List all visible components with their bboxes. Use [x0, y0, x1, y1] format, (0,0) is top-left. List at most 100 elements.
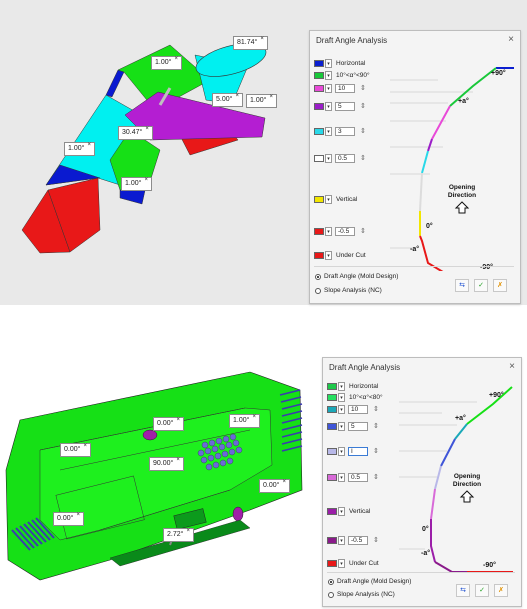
mode-radio-draft[interactable]: Draft Angle (Mold Design): [328, 578, 411, 585]
angle-callout[interactable]: 2.72° ×: [163, 528, 194, 542]
angle-callout[interactable]: 30.47° ×: [118, 126, 153, 140]
color-swatch[interactable]: [314, 85, 324, 92]
color-swatch[interactable]: [327, 537, 337, 544]
color-swatch[interactable]: [314, 128, 324, 135]
close-icon[interactable]: ×: [282, 479, 286, 485]
spinner-icon[interactable]: ⇕: [373, 406, 379, 413]
radio-dot[interactable]: [328, 578, 334, 585]
close-icon[interactable]: ×: [176, 417, 180, 423]
color-swatch[interactable]: [327, 448, 337, 455]
spinner-icon[interactable]: ⇕: [360, 103, 366, 110]
color-swatch[interactable]: [314, 103, 324, 110]
color-swatch[interactable]: [327, 423, 337, 430]
close-icon[interactable]: ×: [269, 94, 273, 100]
spinner-icon[interactable]: ⇕: [360, 128, 366, 135]
close-icon[interactable]: ×: [186, 528, 190, 534]
chevron-down-icon[interactable]: ▾: [338, 447, 345, 456]
close-icon[interactable]: ×: [83, 443, 87, 449]
color-swatch[interactable]: [314, 196, 324, 203]
chevron-down-icon[interactable]: ▾: [325, 227, 332, 236]
close-icon[interactable]: ×: [176, 457, 180, 463]
chevron-down-icon[interactable]: ▾: [338, 382, 345, 391]
export-icon[interactable]: ⇆: [456, 584, 470, 597]
angle-input[interactable]: 10: [348, 405, 368, 414]
angle-callout[interactable]: 0.00° ×: [153, 417, 184, 431]
mode-radio-slope[interactable]: Slope Analysis (NC): [315, 287, 382, 294]
chevron-down-icon[interactable]: ▾: [325, 195, 332, 204]
angle-callout[interactable]: 81.74° ×: [233, 36, 268, 50]
close-icon[interactable]: ×: [509, 361, 515, 372]
mode-radio-slope[interactable]: Slope Analysis (NC): [328, 591, 395, 598]
close-icon[interactable]: ×: [252, 414, 256, 420]
angle-callout[interactable]: 90.00° ×: [149, 457, 184, 471]
chevron-down-icon[interactable]: ▾: [325, 127, 332, 136]
angle-input[interactable]: -0.5: [348, 536, 368, 545]
angle-callout[interactable]: 1.00° ×: [246, 94, 277, 108]
color-swatch[interactable]: [314, 155, 324, 162]
chevron-down-icon[interactable]: ▾: [338, 559, 345, 568]
angle-input[interactable]: 3: [335, 127, 355, 136]
color-swatch[interactable]: [327, 383, 337, 390]
close-icon[interactable]: ×: [144, 177, 148, 183]
spinner-icon[interactable]: ⇕: [360, 155, 366, 162]
chevron-down-icon[interactable]: ▾: [338, 473, 345, 482]
angle-callout[interactable]: 1.00° ×: [64, 142, 95, 156]
close-icon[interactable]: ×: [260, 36, 264, 42]
color-swatch[interactable]: [314, 252, 324, 259]
close-icon[interactable]: ×: [145, 126, 149, 132]
chevron-down-icon[interactable]: ▾: [338, 422, 345, 431]
angle-callout[interactable]: 1.00° ×: [121, 177, 152, 191]
angle-input[interactable]: 0.5: [335, 154, 355, 163]
chevron-down-icon[interactable]: ▾: [325, 71, 332, 80]
color-swatch[interactable]: [327, 560, 337, 567]
angle-input[interactable]: 5: [348, 422, 368, 431]
color-swatch[interactable]: [327, 406, 337, 413]
chevron-down-icon[interactable]: ▾: [338, 536, 345, 545]
angle-input[interactable]: I: [348, 447, 368, 456]
angle-input[interactable]: 5: [335, 102, 355, 111]
chevron-down-icon[interactable]: ▾: [325, 84, 332, 93]
chevron-down-icon[interactable]: ▾: [338, 393, 345, 402]
angle-callout[interactable]: 5.00° ×: [212, 93, 243, 107]
angle-callout[interactable]: 0.00° ×: [53, 512, 84, 526]
color-swatch[interactable]: [327, 508, 337, 515]
angle-callout[interactable]: 1.00° ×: [229, 414, 260, 428]
color-swatch[interactable]: [314, 60, 324, 67]
radio-dot[interactable]: [315, 287, 321, 294]
angle-input[interactable]: -0.5: [335, 227, 355, 236]
check-icon[interactable]: ✓: [475, 584, 489, 597]
top-part-model[interactable]: [0, 0, 310, 305]
chevron-down-icon[interactable]: ▾: [338, 405, 345, 414]
check-icon[interactable]: ✓: [474, 279, 488, 292]
angle-callout[interactable]: 0.00° ×: [60, 443, 91, 457]
angle-input[interactable]: 10: [335, 84, 355, 93]
radio-dot[interactable]: [328, 591, 334, 598]
chevron-down-icon[interactable]: ▾: [325, 102, 332, 111]
color-swatch[interactable]: [314, 72, 324, 79]
close-icon[interactable]: ×: [76, 512, 80, 518]
close-icon[interactable]: ×: [235, 93, 239, 99]
close-tool-icon[interactable]: ✗: [493, 279, 507, 292]
mode-radio-draft[interactable]: Draft Angle (Mold Design): [315, 273, 398, 280]
radio-dot[interactable]: [315, 273, 321, 280]
spinner-icon[interactable]: ⇕: [373, 537, 379, 544]
spinner-icon[interactable]: ⇕: [360, 85, 366, 92]
close-tool-icon[interactable]: ✗: [494, 584, 508, 597]
angle-input[interactable]: 0.5: [348, 473, 368, 482]
export-icon[interactable]: ⇆: [455, 279, 469, 292]
angle-callout[interactable]: 1.00° ×: [151, 56, 182, 70]
bottom-part-model[interactable]: [0, 350, 320, 609]
close-icon[interactable]: ×: [174, 56, 178, 62]
spinner-icon[interactable]: ⇕: [360, 228, 366, 235]
color-swatch[interactable]: [314, 228, 324, 235]
color-swatch[interactable]: [327, 474, 337, 481]
chevron-down-icon[interactable]: ▾: [325, 154, 332, 163]
spinner-icon[interactable]: ⇕: [373, 474, 379, 481]
close-icon[interactable]: ×: [508, 34, 514, 45]
close-icon[interactable]: ×: [87, 142, 91, 148]
spinner-icon[interactable]: ⇕: [373, 448, 379, 455]
chevron-down-icon[interactable]: ▾: [325, 251, 332, 260]
angle-callout[interactable]: 0.00° ×: [259, 479, 290, 493]
chevron-down-icon[interactable]: ▾: [325, 59, 332, 68]
chevron-down-icon[interactable]: ▾: [338, 507, 345, 516]
